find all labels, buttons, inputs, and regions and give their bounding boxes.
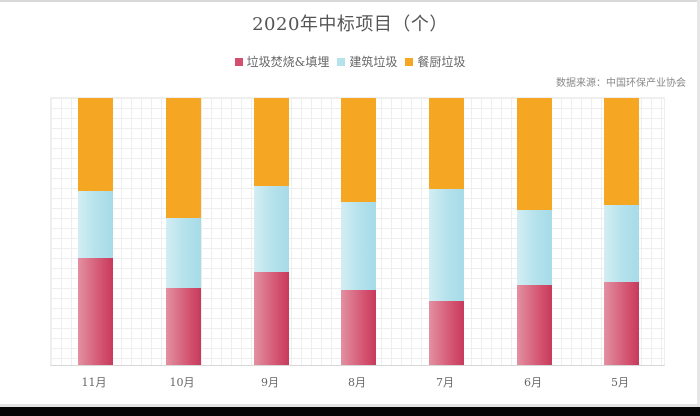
bar-segment: [516, 210, 552, 285]
x-axis-label: 6月: [524, 376, 542, 389]
legend-swatch-icon: [405, 57, 414, 66]
bar-segment: [340, 202, 376, 291]
x-axis-labels: 11月 10月 9月 8月 7月 6月 5月: [50, 374, 665, 390]
legend-item-incineration: 垃圾焚烧&填埋: [234, 53, 330, 70]
bar-segment: [165, 98, 201, 219]
frame-bottom-edge: [0, 404, 700, 407]
chart-title: 2020年中标项目（个）: [252, 14, 448, 35]
bar-segment: [603, 282, 639, 365]
legend-label: 餐厨垃圾: [417, 55, 466, 69]
legend-item-kitchen: 餐厨垃圾: [405, 53, 465, 70]
bar-segment: [428, 300, 464, 365]
bar-segment: [428, 188, 464, 301]
legend-swatch-icon: [337, 57, 346, 66]
bar-segment: [253, 98, 289, 187]
bar-segment: [603, 204, 639, 283]
x-axis-label: 7月: [436, 376, 454, 389]
bar-segment: [165, 287, 201, 365]
bar-segment: [516, 284, 552, 365]
bar-segment: [77, 191, 113, 259]
x-axis-label: 8月: [348, 376, 366, 389]
bottom-black-strip: [0, 407, 700, 416]
bar-segment: [77, 258, 113, 365]
chart-legend: 垃圾焚烧&填埋 建筑垃圾 餐厨垃圾: [0, 53, 700, 70]
legend-item-construction: 建筑垃圾: [337, 53, 397, 70]
bar-segment: [253, 271, 289, 365]
bar-segment: [340, 290, 376, 365]
x-axis-label: 5月: [611, 376, 629, 389]
stacked-bar: [516, 98, 552, 365]
bar-segment: [253, 186, 289, 272]
x-axis-label: 10月: [169, 376, 195, 389]
bar-segment: [603, 98, 639, 205]
legend-swatch-icon: [234, 57, 243, 66]
bar-segment: [428, 98, 464, 189]
plot-area: [50, 97, 665, 366]
bar-segment: [340, 98, 376, 203]
legend-label: 建筑垃圾: [349, 55, 398, 69]
stacked-bar: [165, 98, 201, 365]
stacked-bar: [253, 98, 289, 365]
data-source-note: 数据来源：中国环保产业协会: [556, 78, 686, 89]
x-axis-label: 9月: [261, 376, 279, 389]
x-axis-label: 11月: [81, 376, 107, 389]
frame-right-edge: [697, 0, 700, 407]
bar-segment: [77, 98, 113, 192]
stacked-bar: [603, 98, 639, 365]
bar-segment: [516, 98, 552, 211]
top-border: [0, 0, 700, 2]
bar-segment: [165, 218, 201, 288]
stacked-bar: [77, 98, 113, 365]
stacked-bar: [428, 98, 464, 365]
legend-label: 垃圾焚烧&填埋: [246, 55, 330, 69]
stacked-bar: [340, 98, 376, 365]
